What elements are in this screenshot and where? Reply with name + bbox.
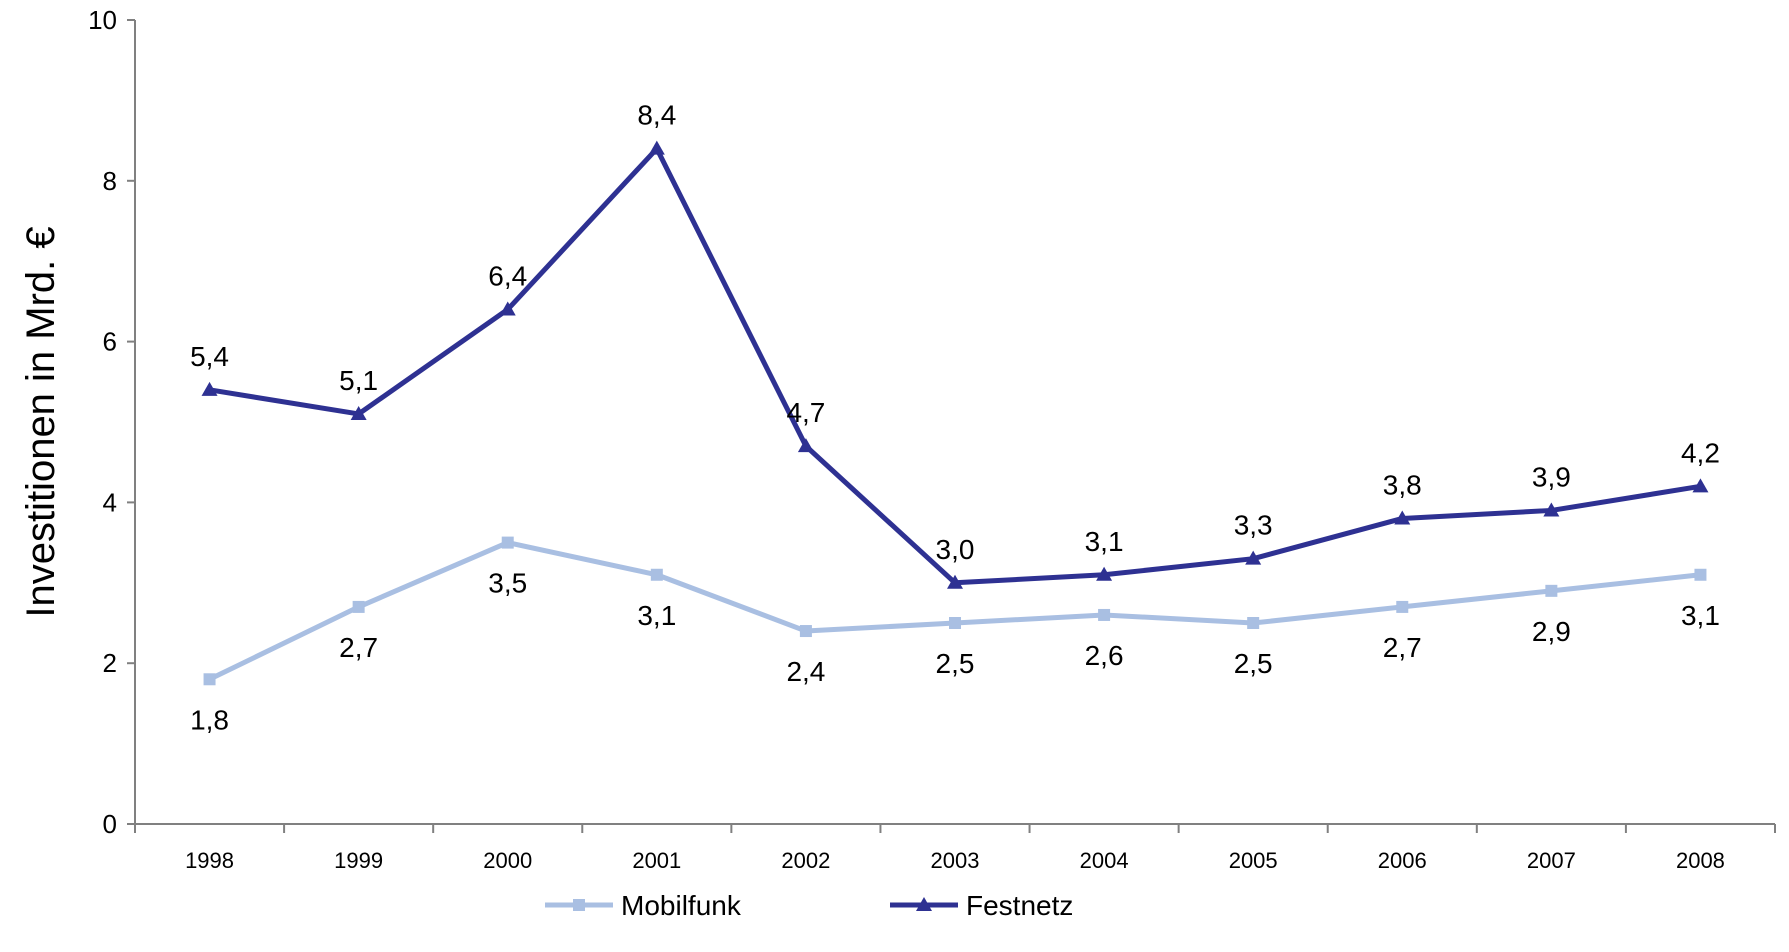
data-label: 3,8 — [1383, 469, 1422, 500]
data-label: 4,7 — [786, 397, 825, 428]
data-point — [1694, 568, 1707, 581]
data-label: 3,1 — [1681, 600, 1720, 631]
data-point — [1692, 478, 1709, 493]
data-point — [1247, 617, 1260, 629]
data-label: 5,4 — [190, 341, 229, 372]
data-point — [1394, 510, 1411, 525]
series-line — [209, 146, 1701, 586]
data-point — [1098, 608, 1111, 621]
legend: Mobilfunk Festnetz — [545, 890, 1073, 921]
data-label: 4,2 — [1681, 437, 1720, 468]
data-label: 3,1 — [637, 600, 676, 631]
x-tick-label: 2005 — [1229, 848, 1278, 873]
data-point — [203, 673, 216, 686]
data-point — [1543, 502, 1560, 517]
legend-item-mobilfunk: Mobilfunk — [545, 890, 742, 921]
data-point — [352, 600, 365, 613]
data-label: 2,9 — [1532, 616, 1571, 647]
data-point — [1096, 566, 1113, 581]
data-label: 3,0 — [936, 534, 975, 565]
x-tick-label: 2008 — [1676, 848, 1725, 873]
y-tick-label: 4 — [103, 487, 117, 517]
x-axis: 1998 1999 2000 2001 2002 2003 2004 2005 2006 2007… — [134, 823, 1776, 873]
y-tick-label: 2 — [103, 648, 117, 678]
y-axis: 0 2 4 6 8 10 — [88, 5, 136, 839]
data-point — [1245, 550, 1262, 565]
data-point — [648, 140, 665, 155]
x-tick-label: 2000 — [483, 848, 532, 873]
data-label: 6,4 — [488, 260, 527, 291]
data-point — [650, 568, 663, 581]
data-label: 2,4 — [786, 656, 825, 687]
data-label: 3,1 — [1085, 526, 1124, 557]
y-axis-title: Investitionen in Mrd. € — [19, 226, 63, 617]
data-point — [501, 536, 514, 549]
data-label: 5,1 — [339, 365, 378, 396]
data-label: 8,4 — [637, 100, 676, 131]
data-point — [797, 438, 814, 453]
data-label: 1,8 — [190, 704, 229, 735]
y-tick-label: 10 — [88, 5, 117, 35]
x-tick-label: 2001 — [632, 848, 681, 873]
y-tick-label: 0 — [103, 809, 117, 839]
data-point — [1545, 584, 1558, 597]
legend-label: Mobilfunk — [621, 890, 742, 921]
legend-marker — [916, 897, 932, 911]
x-tick-label: 2004 — [1080, 848, 1129, 873]
legend-label: Festnetz — [966, 890, 1073, 921]
series-festnetz: 5,4 5,1 6,4 8,4 4,7 3,0 3,1 3,3 3,8 3,9 4,2 — [190, 100, 1720, 589]
data-label: 2,7 — [339, 632, 378, 663]
x-tick-label: 1999 — [334, 848, 383, 873]
y-tick-label: 6 — [103, 327, 117, 357]
series-mobilfunk: 1,8 2,7 3,5 3,1 2,4 2,5 2,6 2,5 2,7 2,9 3,1 — [190, 536, 1720, 735]
data-point — [350, 405, 367, 420]
series-layer: 1,8 2,7 3,5 3,1 2,4 2,5 2,6 2,5 2,7 2,9 3,1 5,4 5,1 6… — [190, 100, 1720, 736]
data-label: 2,7 — [1383, 632, 1422, 663]
x-tick-label: 2006 — [1378, 848, 1427, 873]
x-axis-ticks: 1998 1999 2000 2001 2002 2003 2004 2005 2006 2007… — [134, 824, 1776, 873]
data-point — [799, 625, 812, 638]
data-point — [1396, 600, 1409, 613]
data-label: 3,5 — [488, 568, 527, 599]
x-tick-label: 2007 — [1527, 848, 1576, 873]
x-tick-label: 2003 — [931, 848, 980, 873]
data-label: 3,9 — [1532, 461, 1571, 492]
data-label: 2,5 — [1234, 648, 1273, 679]
data-label: 2,6 — [1085, 640, 1124, 671]
y-axis-ticks: 0 2 4 6 8 10 — [88, 5, 135, 839]
legend-item-festnetz: Festnetz — [890, 890, 1073, 921]
legend-marker — [573, 899, 585, 911]
data-point — [201, 381, 218, 396]
data-point — [947, 574, 963, 589]
y-tick-label: 8 — [103, 166, 117, 196]
x-tick-label: 1998 — [185, 848, 234, 873]
data-point — [499, 301, 516, 316]
x-tick-label: 2002 — [781, 848, 830, 873]
data-label: 2,5 — [936, 648, 975, 679]
data-point — [949, 617, 961, 629]
data-label: 3,3 — [1234, 510, 1273, 541]
